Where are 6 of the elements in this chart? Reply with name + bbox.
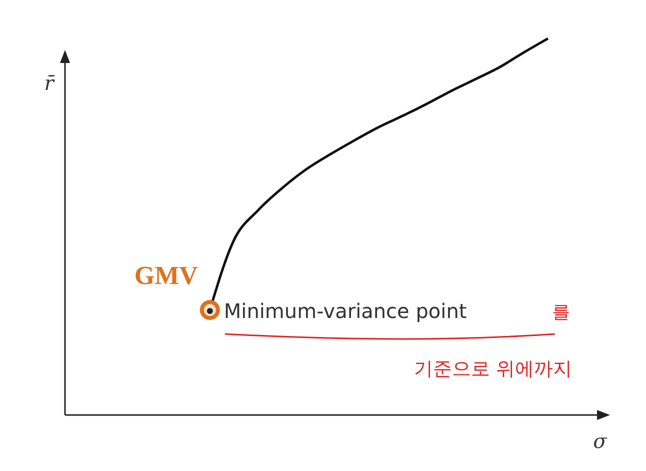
annotation: 를 bbox=[552, 302, 570, 323]
y-axis-title: r̄ bbox=[44, 71, 56, 95]
annotation: GMV bbox=[134, 260, 198, 290]
x-axis-title: σ bbox=[593, 429, 608, 453]
annotation: Minimum-variance point bbox=[224, 298, 467, 323]
annotation: 기준으로 위에까지 bbox=[414, 358, 572, 380]
